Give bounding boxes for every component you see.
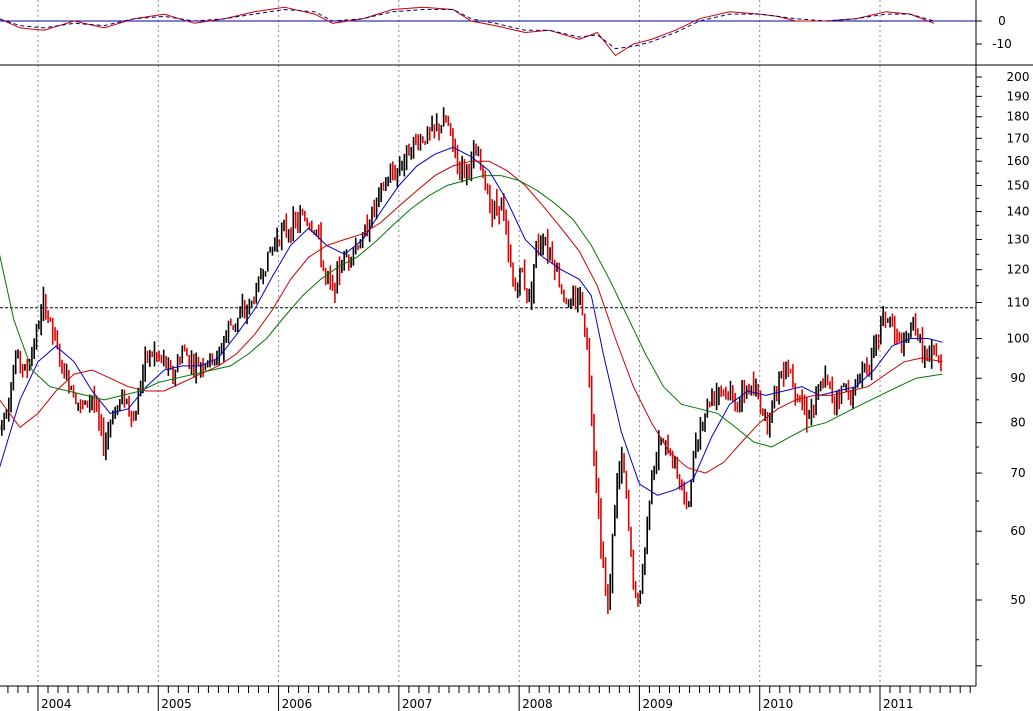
price-tick-label: 160 [1007,154,1030,168]
price-panel [0,107,976,614]
x-tick-label-2006: 2006 [282,697,313,711]
x-tick-label-2011: 2011 [883,697,914,711]
price-tick-label: 70 [1010,466,1025,480]
price-tick-label: 170 [1007,131,1030,145]
price-tick-label: 110 [1007,296,1030,310]
x-tick-label-2009: 2009 [642,697,673,711]
x-tick-label-2008: 2008 [522,697,553,711]
price-tick-label: 140 [1007,205,1030,219]
x-tick-label-2010: 2010 [763,697,794,711]
year-gridlines [37,0,881,686]
oscillator-tick-label: -10 [992,37,1012,51]
moving-average-2 [0,160,943,474]
price-tick-label: 130 [1007,233,1030,247]
price-tick-label: 90 [1010,371,1025,385]
price-tick-label: 50 [1010,593,1025,607]
x-tick-label-2005: 2005 [161,697,192,711]
moving-average-3 [0,175,943,448]
moving-average-1 [0,146,943,496]
price-tick-label: 60 [1010,524,1025,538]
price-tick-label: 200 [1007,70,1030,84]
price-tick-label: 80 [1010,416,1025,430]
price-tick-label: 180 [1007,110,1030,124]
price-tick-label: 100 [1007,332,1030,346]
x-tick-label-2004: 2004 [41,697,72,711]
oscillator-series-2 [0,8,935,50]
price-tick-label: 190 [1007,89,1030,103]
oscillator-panel [0,6,976,57]
oscillator-tick-label: 0 [998,14,1006,28]
price-tick-label: 150 [1007,179,1030,193]
price-tick-label: 120 [1007,263,1030,277]
x-tick-label-2007: 2007 [402,697,433,711]
